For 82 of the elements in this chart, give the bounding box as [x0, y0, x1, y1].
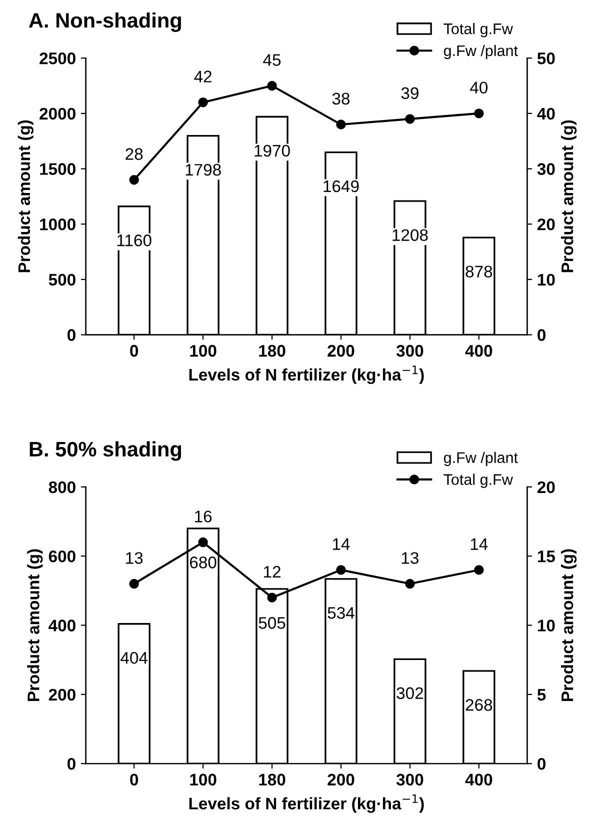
data-label: 45	[263, 54, 281, 66]
point	[474, 108, 484, 118]
y-tick-label: 800	[48, 481, 76, 494]
data-label: 268	[466, 699, 492, 711]
legend-label: g.Fw /plant	[444, 452, 518, 466]
point	[267, 80, 277, 91]
y2-tick-label: 15	[538, 550, 555, 562]
y2-tick-label: 20	[537, 218, 555, 230]
legend-label: Total g.Fw	[444, 474, 513, 488]
data-label: 1208	[392, 229, 428, 241]
y2-axis-title: Product amount (g)	[560, 120, 577, 272]
data-label: 404	[120, 652, 148, 664]
point	[129, 174, 139, 185]
data-label: 534	[328, 607, 354, 619]
y-tick-label: 0	[67, 758, 76, 770]
x-tick-label: 200	[328, 774, 354, 786]
data-label: 878	[466, 266, 492, 278]
data-label: 28	[126, 148, 143, 160]
point	[267, 592, 277, 602]
x-tick-label: 180	[259, 344, 286, 357]
y-tick-label: 1000	[40, 218, 76, 230]
data-label: 16	[195, 510, 212, 522]
y2-tick-label: 5	[537, 689, 546, 701]
data-label: 1160	[117, 234, 152, 246]
data-label: 38	[332, 92, 350, 105]
legend-label: g.Fw /plant	[444, 44, 518, 60]
data-label: 14	[470, 538, 488, 550]
y-axis-title: Product amount (g)	[27, 549, 43, 701]
x-tick-label: 200	[328, 344, 354, 357]
point	[336, 565, 346, 575]
point	[198, 537, 208, 548]
y2-axis-title: Product amount (g)	[560, 549, 577, 701]
y2-tick-label: 0	[538, 329, 546, 341]
y-tick-label: 500	[48, 274, 76, 286]
y-tick-label: 1500	[40, 163, 76, 175]
x-axis-title: Levels of N fertilizer (kg·ha$^{−1}$)	[189, 794, 424, 813]
y-tick-label: 2000	[40, 108, 76, 120]
data-label: 302	[396, 687, 424, 700]
data-label: 13	[402, 552, 418, 564]
point	[405, 114, 415, 124]
y2-tick-label: 0	[538, 758, 546, 770]
y-tick-label: 600	[48, 550, 76, 562]
data-label: 680	[190, 556, 216, 568]
point	[198, 98, 208, 108]
y2-tick-label: 50	[537, 52, 555, 64]
x-tick-label: 0	[130, 344, 138, 357]
y2-tick-label: 10	[538, 274, 555, 286]
y2-tick-label: 30	[537, 163, 555, 175]
point	[405, 578, 415, 589]
y-axis-title: Product amount (g)	[18, 120, 34, 272]
y-tick-label: 2500	[40, 52, 76, 64]
y2-tick-label: 20	[537, 481, 555, 494]
y-tick-label: 0	[67, 329, 76, 341]
x-tick-label: 300	[396, 344, 424, 357]
data-label: 1649	[324, 180, 359, 192]
x-tick-label: 0	[130, 774, 138, 786]
y-tick-label: 400	[48, 620, 76, 632]
y-tick-label: 200	[48, 688, 76, 701]
data-label: 39	[401, 87, 418, 100]
x-axis-title: Levels of N fertilizer (kg·ha$^{−1}$)	[189, 366, 424, 384]
point	[129, 578, 139, 589]
data-label: 40	[470, 82, 488, 94]
data-label: 13	[126, 552, 143, 564]
y2-tick-label: 40	[537, 108, 555, 120]
x-tick-label: 400	[465, 344, 492, 357]
data-label: 12	[264, 566, 280, 578]
x-tick-label: 300	[396, 774, 424, 786]
chart-title: A. Non-shading	[28, 12, 181, 32]
chart-title: B. 50% shading	[30, 441, 182, 461]
legend-label: Total g.Fw	[444, 23, 513, 38]
data-label: 1798	[186, 164, 221, 176]
y2-tick-label: 10	[538, 620, 555, 632]
x-tick-label: 100	[190, 774, 216, 786]
x-tick-label: 100	[190, 344, 216, 357]
x-tick-label: 180	[259, 774, 286, 786]
data-label: 14	[332, 538, 350, 550]
point	[474, 565, 484, 575]
data-label: 1970	[254, 144, 290, 157]
data-label: 505	[258, 617, 286, 629]
point	[336, 120, 346, 130]
x-tick-label: 400	[465, 774, 492, 786]
data-label: 42	[194, 70, 212, 82]
